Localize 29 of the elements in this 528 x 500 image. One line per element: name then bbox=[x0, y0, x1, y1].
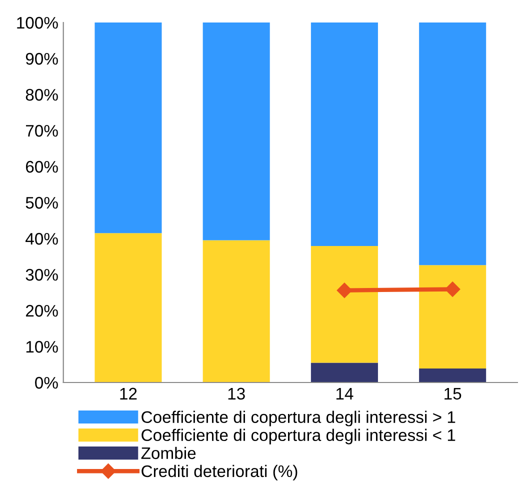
legend-label: Coefficiente di copertura degli interessi > 1 bbox=[142, 410, 456, 426]
bar bbox=[310, 362, 378, 382]
y-tick-label: 30% bbox=[26, 268, 58, 281]
y-tick-label: 10% bbox=[26, 340, 58, 353]
bar bbox=[94, 233, 162, 382]
legend-label: Crediti deteriorati (%) bbox=[142, 464, 298, 480]
bar bbox=[310, 22, 378, 246]
x-tick-label: 15 bbox=[444, 388, 462, 400]
x-tick-label: 14 bbox=[336, 388, 354, 400]
y-tick-label: 70% bbox=[26, 124, 58, 137]
bar bbox=[419, 368, 486, 382]
bar bbox=[310, 246, 378, 363]
legend-label: Coefficiente di copertura degli interessi < 1 bbox=[142, 428, 456, 444]
bar bbox=[419, 265, 486, 368]
bar bbox=[419, 22, 486, 266]
y-tick-label: 60% bbox=[26, 160, 58, 173]
x-tick-label: 12 bbox=[120, 388, 137, 400]
y-tick-label: 50% bbox=[26, 196, 58, 209]
y-tick-label: 100% bbox=[17, 16, 58, 29]
legend-label: Zombie bbox=[141, 446, 196, 460]
y-tick-label: 0% bbox=[35, 376, 58, 389]
y-tick-label: 90% bbox=[26, 52, 58, 65]
y-tick-label: 40% bbox=[26, 232, 58, 245]
bar bbox=[202, 240, 270, 382]
y-tick-label: 80% bbox=[26, 88, 58, 101]
x-tick-label: 13 bbox=[228, 388, 245, 400]
bar bbox=[202, 22, 270, 240]
y-tick-label: 20% bbox=[26, 304, 58, 317]
bar bbox=[94, 22, 162, 234]
